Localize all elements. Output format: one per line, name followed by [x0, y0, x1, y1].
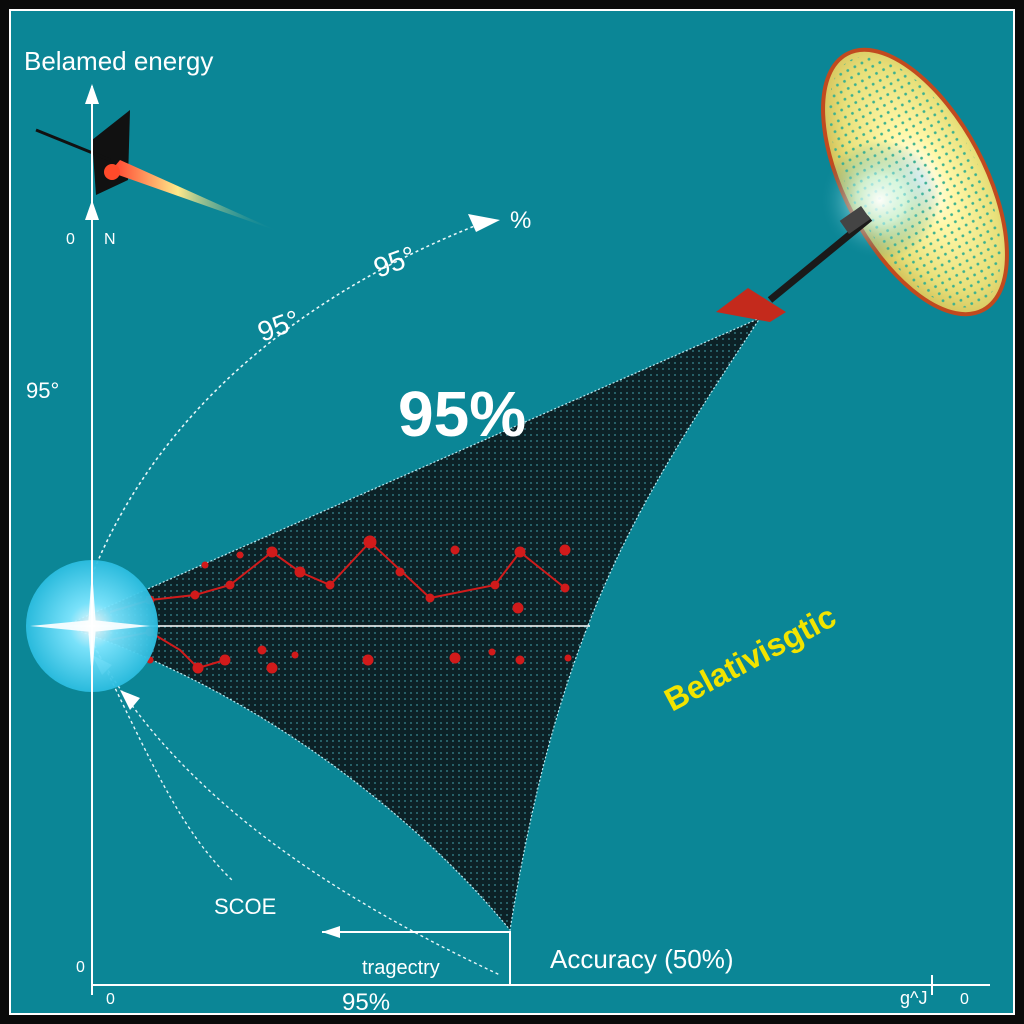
trajectory-bracket-arrow [322, 926, 340, 938]
trajectory-arrowhead-2 [120, 690, 140, 710]
y-axis-side-label: 95° [26, 378, 59, 403]
accuracy-label: Accuracy (50%) [550, 944, 734, 974]
upper-arc-arrowhead [468, 214, 500, 232]
upper-dashed-arc [91, 219, 491, 576]
center-percentage-label: 95% [398, 378, 526, 450]
upper-marker-series [109, 535, 571, 614]
trajectory-line-2 [95, 649, 501, 976]
satellite-dish [716, 47, 1009, 322]
probe-object [35, 110, 280, 232]
x-axis-center-label: 95% [342, 989, 390, 1016]
y-axis-origin-label: 0 [76, 959, 85, 976]
x-axis-end-left-label: g^J [900, 988, 927, 1008]
trajectory-bracket [322, 931, 511, 985]
scope-label: SCOE [214, 894, 276, 919]
diagram-title: Belamed energy [24, 46, 213, 76]
probability-cone [62, 316, 762, 932]
y-axis-top-right-label: N [104, 231, 116, 248]
trajectory-label: tragectry [362, 957, 440, 979]
x-axis-end-right-label: 0 [960, 991, 969, 1008]
y-axis-top-left-label: 0 [66, 231, 75, 248]
source-starburst [30, 570, 150, 680]
y-axis-mid-arrowhead [85, 200, 99, 220]
arc-end-label: % [510, 207, 531, 234]
y-axis-arrowhead [85, 84, 99, 104]
x-axis-origin-label: 0 [106, 991, 115, 1008]
